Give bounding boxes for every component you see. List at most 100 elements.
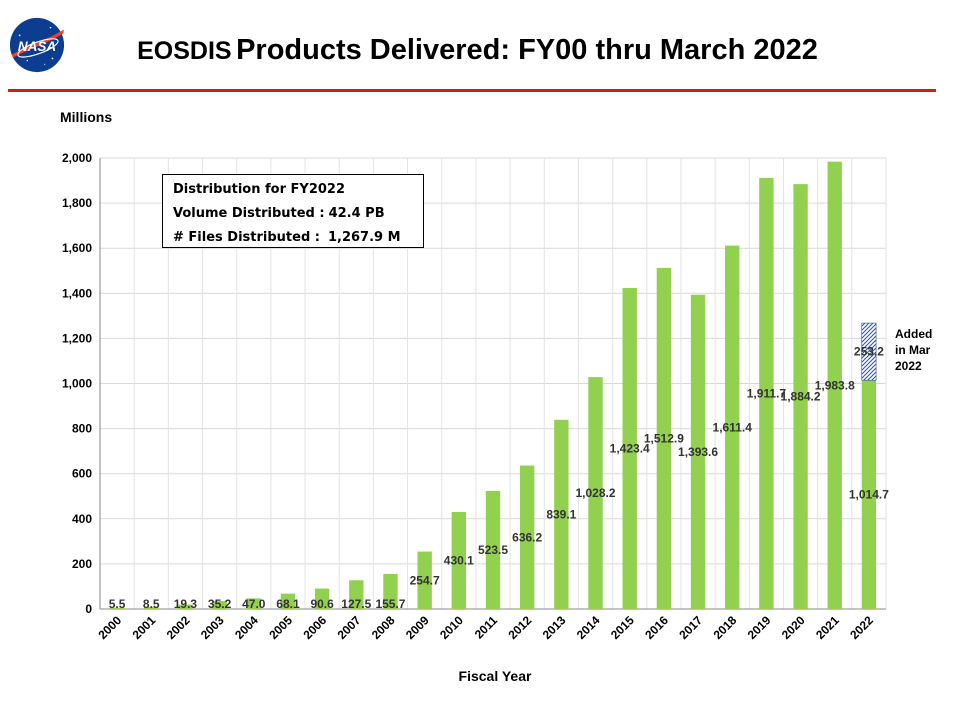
bar-2001 (144, 607, 159, 609)
y-tick-label: 1,800 (62, 196, 92, 210)
x-tick-label: 2001 (130, 613, 159, 642)
bar-2004 (246, 598, 261, 609)
data-label-2020: 1,884.2 (781, 390, 821, 404)
title-main: Products Delivered: FY00 thru March 2022 (236, 34, 818, 66)
x-tick-label: 2005 (266, 613, 295, 642)
bar-2017 (690, 294, 706, 609)
data-label-2014: 1,028.2 (575, 486, 615, 500)
page-title: EOSDIS Products Delivered: FY00 thru Mar… (0, 34, 955, 67)
y-tick-label: 1,200 (62, 331, 92, 345)
y-tick-label: 2,000 (62, 151, 92, 165)
x-tick-label: 2017 (676, 613, 705, 642)
title-prefix: EOSDIS (137, 37, 232, 65)
files-value: 1,267.9 M (327, 230, 401, 245)
data-label-2012: 636.2 (512, 530, 542, 544)
x-tick-label: 2010 (437, 613, 466, 642)
data-label-2022: 1,014.7 (849, 488, 889, 502)
x-tick-label: 2022 (847, 613, 876, 642)
x-tick-label: 2003 (198, 613, 227, 642)
bar-2000 (109, 607, 125, 609)
volume-value: 42.4 PB (328, 206, 385, 221)
x-tick-label: 2019 (745, 613, 774, 642)
data-label-2004: 47.0 (242, 597, 266, 611)
data-label-2018: 1,611.4 (713, 420, 753, 434)
distribution-info-box: Distribution for FY2022 Volume Distribut… (162, 174, 424, 248)
y-tick-label: 800 (72, 422, 92, 436)
data-label-added-2022: 253.2 (854, 345, 884, 359)
data-label-2002: 19.3 (174, 597, 198, 611)
x-tick-label: 2009 (403, 613, 432, 642)
bar-2003 (212, 601, 227, 609)
bar-2015 (622, 288, 637, 609)
info-heading: Distribution for FY2022 (173, 182, 346, 197)
data-label-2008: 155.7 (375, 597, 405, 611)
x-tick-label: 2008 (369, 613, 398, 642)
x-tick-label: 2014 (574, 613, 603, 642)
bar-2011 (485, 490, 501, 609)
bar-2016 (656, 267, 672, 609)
data-label-2001: 8.5 (143, 597, 160, 611)
bar-2007 (349, 580, 364, 609)
logo-text: NASA (18, 39, 56, 54)
x-tick-label: 2012 (506, 613, 535, 642)
x-tick-label: 2016 (642, 613, 671, 642)
x-axis-title: Fiscal Year (458, 668, 532, 684)
files-label: # Files Distributed : (173, 230, 320, 245)
volume-label: Volume Distributed : (173, 206, 325, 221)
data-label-2000: 5.5 (109, 597, 126, 611)
y-tick-label: 1,600 (62, 241, 92, 255)
data-label-2021: 1,983.8 (815, 378, 855, 392)
bar-2009 (417, 551, 432, 609)
x-tick-label: 2015 (608, 613, 637, 642)
data-label-2007: 127.5 (341, 597, 371, 611)
x-tick-label: 2007 (335, 613, 364, 642)
data-label-2005: 68.1 (276, 597, 300, 611)
y-tick-label: 1,400 (62, 286, 92, 300)
x-tick-label: 2013 (540, 613, 569, 642)
data-label-2010: 430.1 (444, 554, 474, 568)
x-tick-label: 2018 (711, 613, 740, 642)
data-label-2015: 1,423.4 (610, 442, 650, 456)
bar-2019 (759, 177, 774, 609)
x-tick-label: 2011 (472, 613, 501, 642)
bar-2002 (178, 604, 193, 609)
data-label-2019: 1,911.7 (747, 386, 787, 400)
bar-2006 (314, 588, 330, 609)
title-divider (8, 89, 936, 92)
y-tick-label: 1,000 (62, 377, 92, 391)
y-tick-label: 600 (72, 467, 92, 481)
x-tick-label: 2004 (232, 613, 261, 642)
data-label-2017: 1,393.6 (678, 445, 718, 459)
data-label-2016: 1,512.9 (644, 431, 684, 445)
bar-2008 (383, 573, 398, 609)
data-label-2011: 523.5 (478, 543, 508, 557)
x-tick-label: 2000 (95, 613, 124, 642)
x-tick-label: 2002 (164, 613, 193, 642)
info-volume-row: Volume Distributed :42.4 PB (173, 202, 413, 226)
y-units-label: Millions (60, 109, 113, 125)
bar-2010 (451, 512, 467, 609)
bar-2021 (827, 161, 842, 609)
bar-added-2022 (861, 322, 877, 381)
y-tick-label: 0 (85, 602, 92, 616)
info-files-row: # Files Distributed : 1,267.9 M (173, 226, 413, 250)
bar-2020 (793, 184, 808, 609)
data-label-2009: 254.7 (410, 573, 440, 587)
added-note: Added in Mar 2022 (895, 327, 933, 373)
x-tick-label: 2006 (300, 613, 329, 642)
nasa-logo-icon: NASA (9, 17, 65, 73)
bar-2018 (725, 245, 740, 609)
bar-2013 (554, 419, 569, 609)
data-label-2006: 90.6 (310, 597, 334, 611)
x-tick-label: 2020 (779, 613, 808, 642)
data-label-2013: 839.1 (546, 507, 576, 521)
y-tick-label: 200 (72, 557, 92, 571)
bar-2022 (861, 380, 877, 609)
bar-2005 (280, 593, 296, 609)
data-label-2003: 35.2 (208, 597, 232, 611)
x-tick-label: 2021 (813, 613, 842, 642)
bar-2014 (588, 377, 603, 609)
bar-2012 (519, 465, 535, 609)
y-tick-label: 400 (72, 512, 92, 526)
